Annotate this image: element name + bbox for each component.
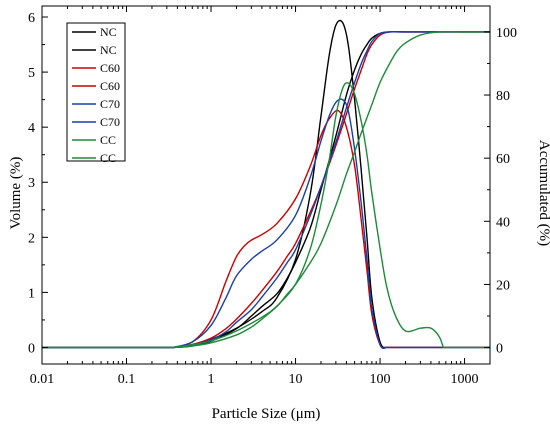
y-left-tick-label: 0 xyxy=(28,341,35,356)
x-tick-label: 1 xyxy=(208,372,215,387)
y-axis-left-label: Volume (%) xyxy=(8,157,24,230)
y-right-tick-label: 20 xyxy=(496,278,510,293)
legend-frame xyxy=(66,22,126,162)
legend-label: NC xyxy=(100,25,117,39)
series-line-c60-volume xyxy=(42,109,490,349)
y-left-tick-label: 3 xyxy=(28,176,35,191)
y-axis-right-label: Accumulated (%) xyxy=(536,140,550,246)
plot-frame xyxy=(41,5,491,365)
series-line-c70-accumulated xyxy=(42,31,490,349)
legend: NC NC C60 C60 C70 C70 CC CC xyxy=(66,22,126,165)
series-line-cc-volume xyxy=(42,82,490,349)
x-tick-label: 0.01 xyxy=(30,372,55,387)
x-tick-label: 1000 xyxy=(451,372,479,387)
legend-label: C70 xyxy=(100,115,120,129)
y-left-tick-label: 5 xyxy=(28,66,35,81)
plot-lines xyxy=(42,19,490,350)
legend-label: CC xyxy=(100,151,116,165)
y-left-tick-label: 6 xyxy=(28,11,35,26)
y-right-tick-label: 60 xyxy=(496,152,510,167)
y-right-tick-label: 40 xyxy=(496,215,510,230)
legend-label: C70 xyxy=(100,97,120,111)
legend-label: C60 xyxy=(100,79,120,93)
series-line-cc-accumulated xyxy=(42,30,490,349)
x-tick-label: 0.1 xyxy=(118,372,136,387)
y-left-tick-label: 1 xyxy=(28,286,35,301)
legend-label: CC xyxy=(100,133,116,147)
y-left-tick-label: 4 xyxy=(28,121,35,136)
y-left-tick-label: 2 xyxy=(28,231,35,246)
series-line-c70-volume xyxy=(42,98,490,350)
y-right-tick-label: 0 xyxy=(496,342,503,357)
x-tick-label: 100 xyxy=(370,372,391,387)
legend-label: C60 xyxy=(100,61,120,75)
y-right-tick-label: 100 xyxy=(496,26,517,41)
x-tick-label: 10 xyxy=(289,372,303,387)
y-right-tick-label: 80 xyxy=(496,89,510,104)
x-axis-label: Particle Size (μm) xyxy=(212,406,321,422)
legend-label: NC xyxy=(100,43,117,57)
